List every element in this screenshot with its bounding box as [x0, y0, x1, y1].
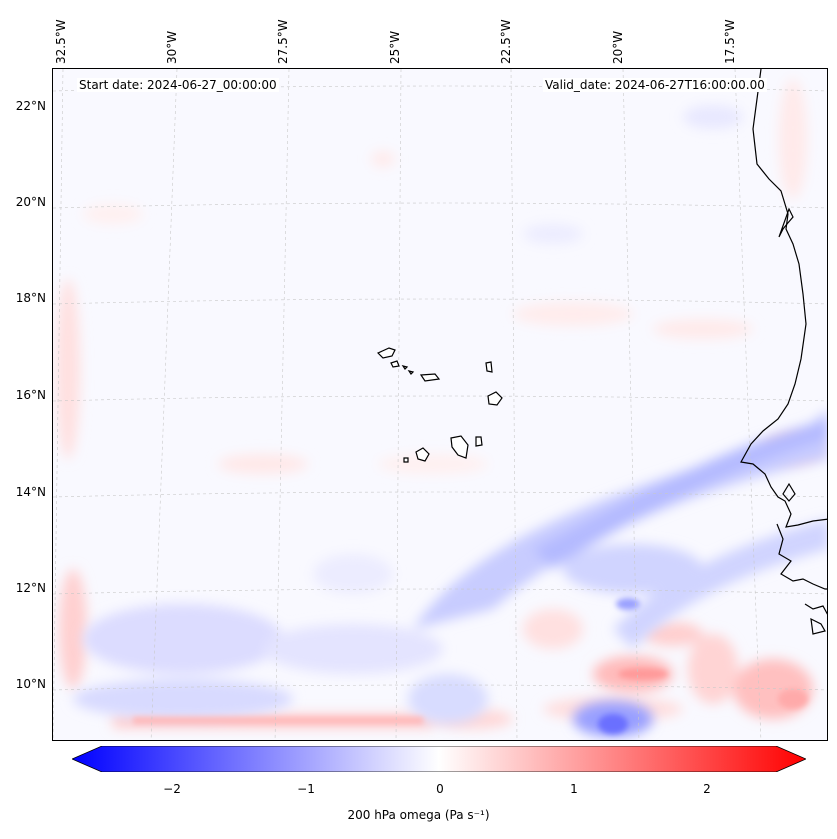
lon-label-20w: 20°W — [611, 30, 625, 64]
map-panel — [52, 68, 828, 741]
colorbar-tick-2: 2 — [703, 782, 711, 796]
colorbar-tick-0: 0 — [436, 782, 444, 796]
colorbar-tick-neg1: −1 — [297, 782, 315, 796]
omega-field-map — [53, 69, 827, 740]
lat-label-10n: 10°N — [15, 677, 46, 691]
lat-label-18n: 18°N — [15, 291, 46, 305]
colorbar-tick-1: 1 — [570, 782, 578, 796]
lat-label-22n: 22°N — [15, 99, 46, 113]
lon-label-27-5w: 27.5°W — [276, 19, 290, 64]
west-africa-coastline — [740, 69, 827, 635]
lon-label-30w: 30°W — [165, 30, 179, 64]
lon-label-32-5w: 32.5°W — [54, 19, 68, 64]
lat-label-12n: 12°N — [15, 581, 46, 595]
omega-negative-patches — [73, 105, 827, 737]
colorbar-tick-neg2: −2 — [163, 782, 181, 796]
lat-label-16n: 16°N — [15, 388, 46, 402]
valid-date-label: Valid_date: 2024-06-27T16:00:00.00 — [543, 78, 767, 92]
omega-colorbar — [72, 746, 806, 772]
lon-label-25w: 25°W — [388, 30, 402, 64]
start-date-label: Start date: 2024-06-27_00:00:00 — [77, 78, 279, 92]
colorbar-label: 200 hPa omega (Pa s⁻¹) — [347, 808, 490, 822]
lon-label-22-5w: 22.5°W — [499, 19, 513, 64]
lon-label-17-5w: 17.5°W — [723, 19, 737, 64]
lat-label-20n: 20°N — [15, 195, 46, 209]
lat-label-14n: 14°N — [15, 485, 46, 499]
cape-verde-islands — [376, 347, 503, 463]
omega-strong-cores — [133, 598, 808, 734]
